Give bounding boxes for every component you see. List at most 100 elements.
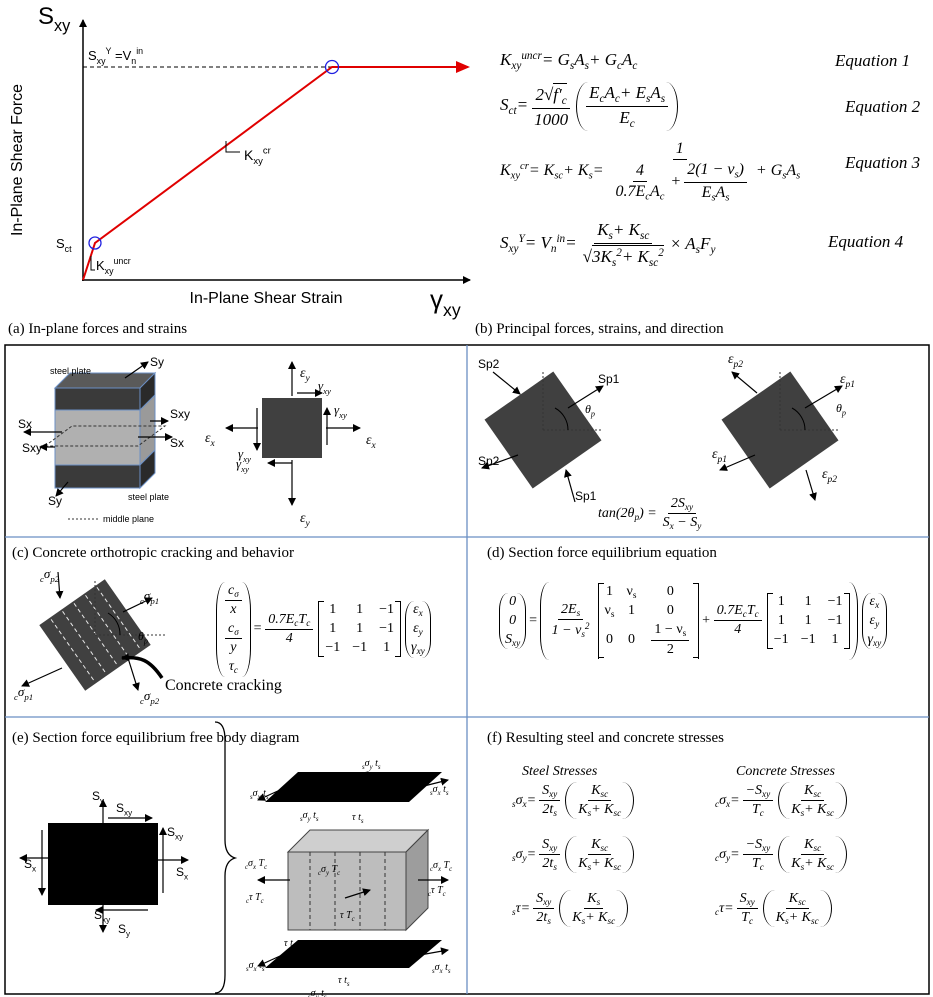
math-text: = <box>730 847 739 863</box>
fraction: Sxy2ts <box>539 783 560 818</box>
label-part: S <box>50 881 58 895</box>
denominator: Ks+ Ksc <box>788 801 837 818</box>
math-text: σ <box>516 847 523 862</box>
math-run: 1 <box>676 140 684 157</box>
label: Sx <box>170 436 184 450</box>
math-run: 0.7EcTc <box>717 603 759 618</box>
math-run: cσy <box>715 847 730 863</box>
math-run: Ks+ Ksc <box>578 856 621 871</box>
math-run: 2ts <box>542 856 556 871</box>
math-run: 4 <box>636 162 644 179</box>
math-run: 0.7EcAc <box>615 183 664 200</box>
math-text: 1 <box>778 594 785 610</box>
math-text: = V <box>525 234 551 253</box>
math-text: = <box>253 621 262 637</box>
math-text: ct <box>509 105 517 117</box>
label-part: Sxy <box>22 441 42 455</box>
math-text: = <box>521 901 530 917</box>
element <box>262 398 322 458</box>
math-text: 3K <box>592 247 612 266</box>
label-part: xy <box>124 809 133 818</box>
math-text: 1 <box>383 640 390 656</box>
label: Sp2 <box>478 454 500 468</box>
label-part: S <box>56 236 65 251</box>
numerator: Ksc <box>588 783 611 801</box>
arrow <box>493 372 520 394</box>
math-text: s <box>796 171 800 182</box>
math-text: sc <box>608 916 616 926</box>
math-text: = <box>565 234 576 253</box>
math-text: 0.7E <box>717 603 743 618</box>
equation: tan(2θp) =2SxySx − Sy <box>598 496 707 531</box>
math-run: tan(2θp) = <box>598 506 657 522</box>
panel-title: (d) Section force equilibrium equation <box>487 545 717 561</box>
label: cσp1 <box>140 588 159 606</box>
math-run: Ks+ Ksc <box>578 802 621 817</box>
math-text: 1 <box>329 602 336 618</box>
math-text: 2 <box>667 642 674 657</box>
fraction: 140.7EcAc+2(1 − νs)EsAs <box>606 140 752 203</box>
math-text: 4 <box>734 622 741 637</box>
label-part: s <box>446 790 449 797</box>
math-run: Ks <box>587 891 600 906</box>
label: γxy <box>430 284 461 320</box>
math-text: = <box>527 847 536 863</box>
math-text: xy <box>509 244 519 256</box>
label: Sp2 <box>478 357 500 371</box>
label-part: Sxy <box>170 407 190 421</box>
math-text: c <box>760 808 764 818</box>
label: εy <box>300 366 311 384</box>
math-text: + K <box>613 220 640 239</box>
math-text: S <box>740 891 747 906</box>
shear-curve <box>83 67 468 280</box>
equation-label: Equation 3 <box>845 153 920 173</box>
math-text: 0 <box>667 584 674 599</box>
math-text: 1 − ν <box>654 622 682 637</box>
math-text: + G <box>589 50 617 69</box>
label-part: x <box>210 439 216 449</box>
math-text: A <box>604 83 614 102</box>
math-text: K <box>789 891 798 906</box>
label: Sxy <box>38 3 71 35</box>
label: Sy <box>150 355 164 369</box>
braces: 00Sxy <box>499 593 526 649</box>
math-text: 1 <box>628 603 635 618</box>
math-text: K <box>804 783 813 798</box>
math-run: εy <box>413 621 423 637</box>
denominator: Tc <box>738 909 756 926</box>
math-run: x <box>230 602 236 617</box>
math-text: A <box>650 83 660 102</box>
numerator: 1 − νs <box>651 622 689 640</box>
label-part: p2 <box>149 696 159 706</box>
math-text: − S <box>674 515 697 530</box>
math-run: Ks+ Ksc <box>776 910 819 925</box>
math-text: y <box>875 619 879 629</box>
math-run: 2ts <box>542 802 556 817</box>
math-run: 1 − νs <box>654 622 686 637</box>
math-run: Tc <box>752 856 764 871</box>
column-heading: Steel Stresses <box>522 764 597 780</box>
math-text: −S <box>746 783 762 798</box>
math-text: 1 <box>356 602 363 618</box>
label-part: xy <box>102 916 111 925</box>
math-text: + K <box>804 856 826 871</box>
brackets: 11−111−1−1−11 <box>318 601 401 657</box>
label-part: p2 <box>827 475 838 485</box>
fraction: 2(1 − νs)EsAs <box>684 161 747 203</box>
math-text: 0.7E <box>268 612 294 627</box>
math-row: Sct=2√f′c1000EcAc+ EsAsEc <box>500 82 680 131</box>
math-run: SxyY= Vnin= <box>500 233 577 255</box>
math-row: cτ=SxyTcKscKs+ Ksc <box>715 890 834 927</box>
label-part: xy <box>253 156 263 167</box>
label: Sy <box>92 789 105 806</box>
panel-title: (f) Resulting steel and concrete stresse… <box>487 730 724 746</box>
label: εx <box>366 433 377 451</box>
math-text: E <box>619 108 629 127</box>
equation: sσx=Sxy2tsKscKs+ Ksc <box>512 782 636 819</box>
label: εp2 <box>822 467 837 485</box>
math-text: xy <box>417 647 425 657</box>
math-run: Kxycr= Ksc+ Ks= <box>500 161 603 181</box>
x-axis-label: In-Plane Shear Strain <box>190 290 343 307</box>
